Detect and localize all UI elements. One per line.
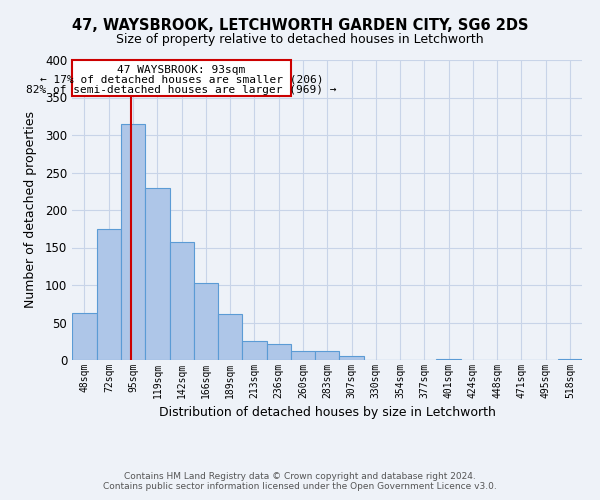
Text: 82% of semi-detached houses are larger (969) →: 82% of semi-detached houses are larger (…	[26, 84, 337, 95]
Text: Contains public sector information licensed under the Open Government Licence v3: Contains public sector information licen…	[103, 482, 497, 491]
Bar	[291, 351, 315, 360]
Text: 47, WAYSBROOK, LETCHWORTH GARDEN CITY, SG6 2DS: 47, WAYSBROOK, LETCHWORTH GARDEN CITY, S…	[72, 18, 528, 32]
Bar	[242, 340, 266, 360]
Text: ← 17% of detached houses are smaller (206): ← 17% of detached houses are smaller (20…	[40, 75, 323, 85]
Y-axis label: Number of detached properties: Number of detached properties	[23, 112, 37, 308]
Bar	[97, 229, 121, 360]
Bar	[145, 188, 170, 360]
Text: Contains HM Land Registry data © Crown copyright and database right 2024.: Contains HM Land Registry data © Crown c…	[124, 472, 476, 481]
FancyBboxPatch shape	[72, 60, 291, 96]
Bar	[436, 358, 461, 360]
Bar	[72, 313, 97, 360]
Bar	[121, 124, 145, 360]
X-axis label: Distribution of detached houses by size in Letchworth: Distribution of detached houses by size …	[158, 406, 496, 420]
Text: Size of property relative to detached houses in Letchworth: Size of property relative to detached ho…	[116, 32, 484, 46]
Text: 47 WAYSBROOK: 93sqm: 47 WAYSBROOK: 93sqm	[118, 65, 245, 75]
Bar	[194, 283, 218, 360]
Bar	[266, 344, 291, 360]
Bar	[170, 242, 194, 360]
Bar	[340, 356, 364, 360]
Bar	[315, 351, 340, 360]
Bar	[558, 358, 582, 360]
Bar	[218, 314, 242, 360]
